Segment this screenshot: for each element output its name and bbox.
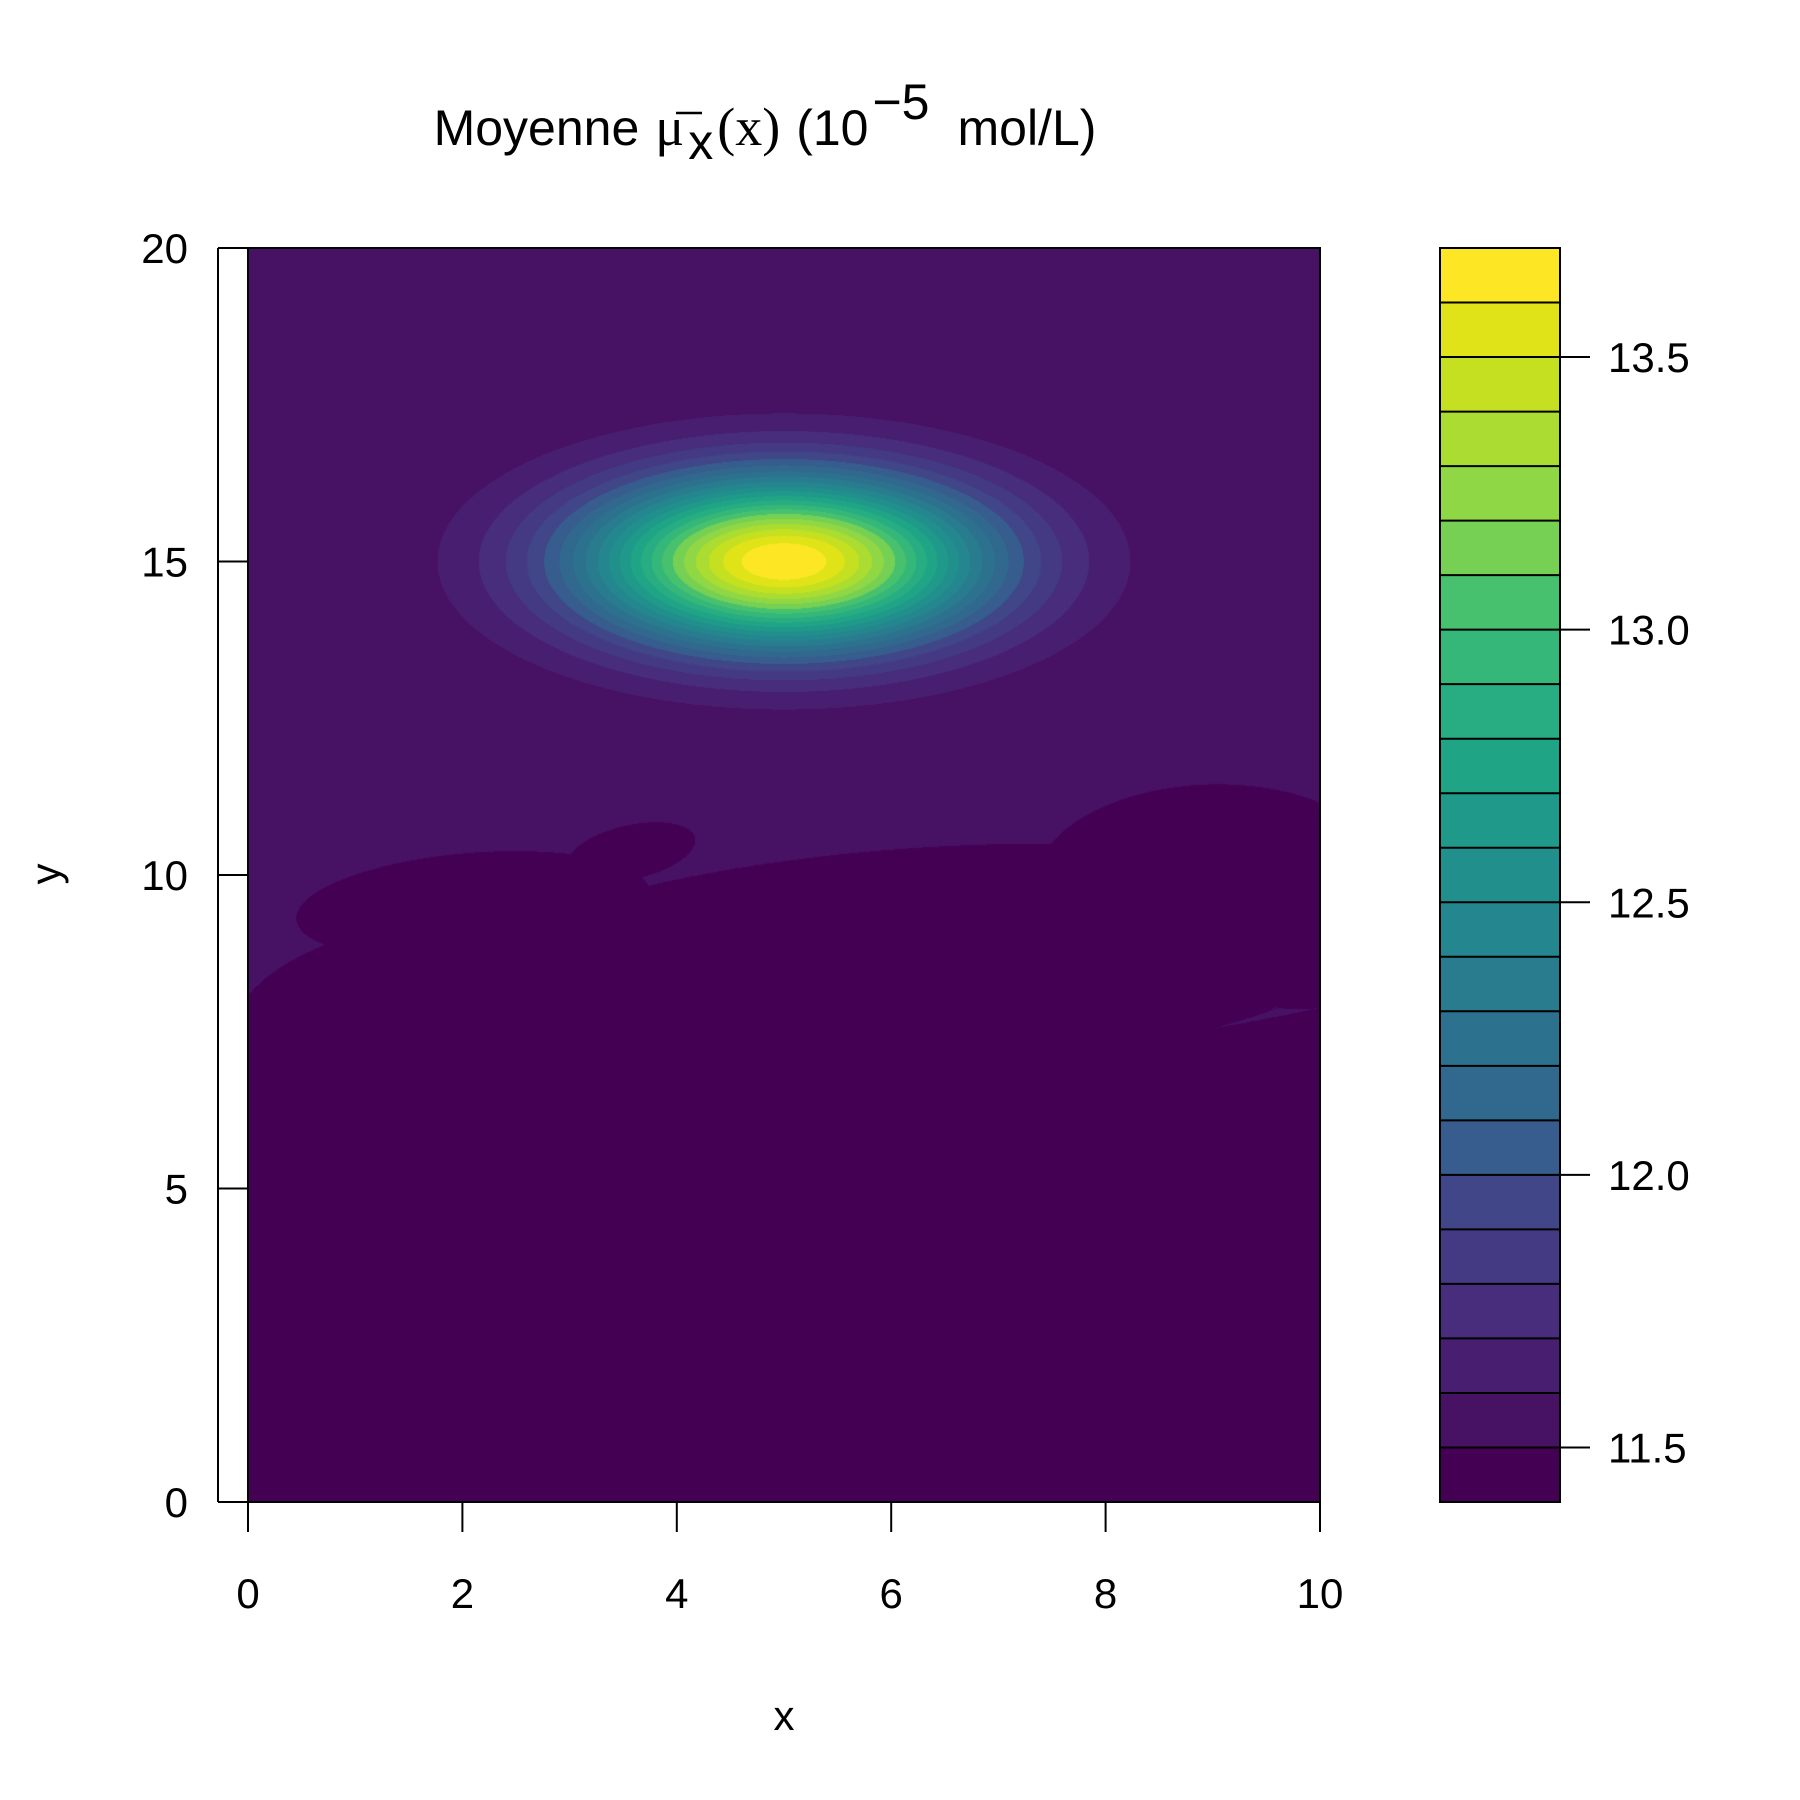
colorbar-tick-label: 11.5: [1608, 1424, 1687, 1471]
colorbar-level: [1440, 1392, 1560, 1448]
x-tick-label: 10: [1297, 1570, 1344, 1617]
x-tick-label: 0: [236, 1570, 259, 1617]
y-tick-label: 5: [165, 1166, 188, 1213]
y-tick-label: 20: [141, 225, 188, 272]
colorbar-tick-label: 12.5: [1608, 879, 1690, 926]
x-tick-label: 8: [1094, 1570, 1117, 1617]
colorbar-level: [1440, 1011, 1560, 1066]
colorbar-tick-label: 12.0: [1608, 1152, 1690, 1199]
colorbar-level: [1440, 629, 1560, 685]
colorbar-level: [1440, 738, 1560, 794]
colorbar-level: [1440, 411, 1560, 467]
colorbar-level: [1440, 956, 1560, 1012]
colorbar-level: [1440, 248, 1560, 303]
colorbar-level: [1440, 357, 1560, 412]
colorbar-level: [1440, 793, 1560, 848]
y-tick-label: 15: [141, 539, 188, 586]
colorbar-level: [1440, 520, 1560, 576]
plot-field: [248, 248, 1320, 1502]
colorbar-level: [1440, 1065, 1560, 1121]
x-tick-label: 4: [665, 1570, 688, 1617]
colorbar-level: [1440, 1447, 1560, 1502]
y-tick-label: 0: [165, 1479, 188, 1526]
colorbar-level: [1440, 902, 1560, 957]
y-tick-label: 10: [141, 852, 188, 899]
x-tick-label: 6: [880, 1570, 903, 1617]
colorbar-level: [1440, 1229, 1560, 1284]
colorbar-level: [1440, 1338, 1560, 1393]
colorbar-frame: [1439, 247, 1561, 1503]
colorbar-tick-label: 13.0: [1608, 607, 1690, 654]
chart-title: Moyenne μ x (x) (10 −5 mol/L): [434, 74, 1097, 170]
colorbar-level: [1440, 575, 1560, 630]
colorbar-level: [1440, 1120, 1560, 1175]
colorbar-level: [1440, 1283, 1560, 1339]
y-axis-label: y: [22, 864, 69, 885]
colorbar-level: [1440, 1174, 1560, 1230]
y-axis: 0 5 10 15 20: [141, 225, 248, 1526]
colorbar-level: [1440, 466, 1560, 521]
x-tick-label: 2: [451, 1570, 474, 1617]
colorbar-level: [1440, 684, 1560, 739]
colorbar: 11.5 12.0 12.5 13.0 13.5: [1439, 247, 1690, 1503]
colorbar-level: [1440, 302, 1560, 358]
colorbar-level: [1440, 847, 1560, 903]
x-axis: 0 2 4 6 8 10: [236, 1501, 1344, 1617]
colorbar-tick-label: 13.5: [1608, 334, 1690, 381]
x-axis-label: x: [774, 1692, 795, 1739]
